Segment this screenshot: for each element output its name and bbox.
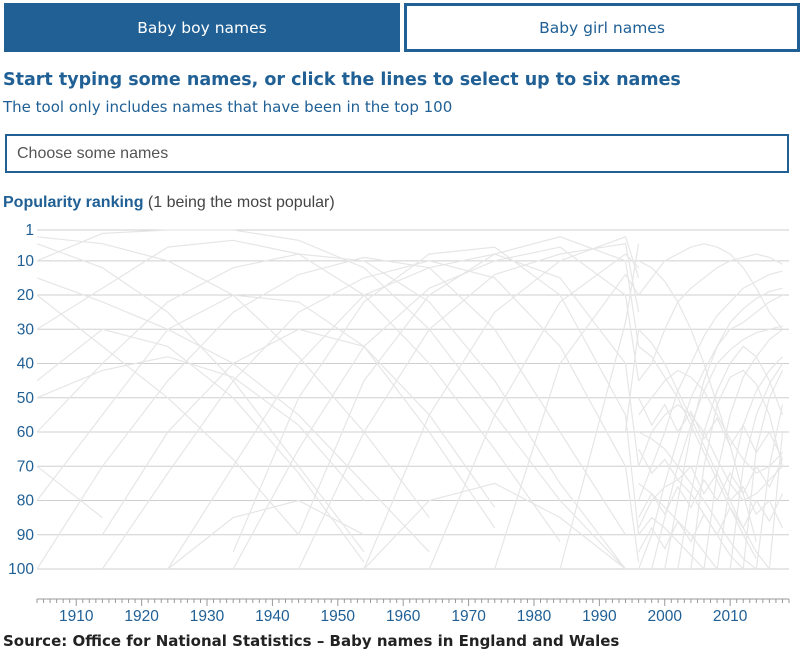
name-line[interactable] [677,345,784,570]
x-tick-label: 1930 [190,608,225,625]
name-line[interactable] [36,465,103,519]
name-line[interactable] [716,356,783,570]
name-line[interactable] [742,370,784,570]
x-axis: 1910 1920 1930 1940 1950 1960 1970 1980 1990 2000… [36,598,790,625]
y-tick-label: 80 [17,493,35,510]
name-line[interactable] [755,404,784,570]
name-line[interactable] [101,260,640,570]
name-line[interactable] [36,294,496,529]
name-line[interactable] [638,270,783,501]
y-axis: 1 10 20 30 40 50 60 70 80 90 100 [8,222,34,578]
x-tick-label: 1910 [59,608,94,625]
name-line[interactable] [36,256,627,570]
name-line[interactable] [638,369,783,474]
name-line[interactable] [101,328,496,536]
name-line[interactable] [664,287,783,570]
name-line[interactable] [690,369,784,570]
name-line[interactable] [363,482,626,570]
y-tick-label: 10 [17,253,35,270]
name-line[interactable] [638,243,783,330]
x-tick-label: 1950 [321,608,356,625]
name-line[interactable] [428,253,640,570]
y-tick-label: 100 [8,561,34,578]
tab-baby-boy-names[interactable]: Baby boy names [4,3,400,52]
name-line[interactable] [729,363,784,570]
y-tick-label: 30 [17,321,35,338]
name-line[interactable] [638,459,784,518]
instructions-heading: Start typing some names, or click the li… [3,70,681,90]
gender-tabs: Baby boy names Baby girl names [4,3,800,52]
name-line[interactable] [494,273,640,570]
name-line[interactable] [559,243,640,570]
x-tick-label: 1990 [582,608,617,625]
x-tick-label: 2000 [648,608,683,625]
name-line[interactable] [638,448,784,529]
y-tick-label: 20 [17,287,35,304]
y-tick-label: 1 [25,222,34,239]
name-line[interactable] [638,260,757,542]
y-tick-label: 90 [17,527,35,544]
x-tick-label: 2010 [713,608,748,625]
y-tick-label: 70 [17,458,35,475]
name-line[interactable] [36,229,626,570]
name-line[interactable] [363,236,640,570]
name-line[interactable] [36,356,365,501]
source-note: Source: Office for National Statistics –… [3,632,620,650]
x-tick-label: 1980 [517,608,552,625]
chart-title: Popularity ranking (1 being the most pop… [3,194,335,212]
name-line[interactable] [167,253,640,570]
x-tick-label: 1970 [451,608,486,625]
chart-title-note: (1 being the most popular) [147,194,335,211]
name-line[interactable] [36,277,430,553]
name-line[interactable] [638,253,783,382]
name-line[interactable] [638,403,783,502]
name-line[interactable] [36,328,365,563]
tab-baby-girl-names[interactable]: Baby girl names [404,3,800,52]
name-line[interactable] [638,431,757,570]
name-lines [36,229,784,570]
name-line[interactable] [638,328,770,570]
y-tick-label: 40 [17,356,35,373]
name-line[interactable] [638,397,784,460]
name-line[interactable] [232,246,640,553]
name-line[interactable] [638,493,784,553]
name-line[interactable] [638,294,783,570]
instructions-subheading: The tool only includes names that have b… [3,98,453,116]
x-tick-label: 1920 [124,608,159,625]
y-tick-label: 50 [17,390,35,407]
x-tick-label: 1940 [255,608,290,625]
name-line[interactable] [298,236,640,536]
name-line[interactable] [36,253,626,570]
name-line[interactable] [624,329,640,433]
name-line[interactable] [36,294,300,536]
name-search-input[interactable] [5,134,789,173]
y-tick-label: 60 [17,424,35,441]
chart-title-bold: Popularity ranking [3,194,144,211]
name-line[interactable] [651,325,783,570]
name-line[interactable] [638,479,744,570]
x-tick-label: 1960 [386,608,421,625]
name-line[interactable] [167,499,365,570]
